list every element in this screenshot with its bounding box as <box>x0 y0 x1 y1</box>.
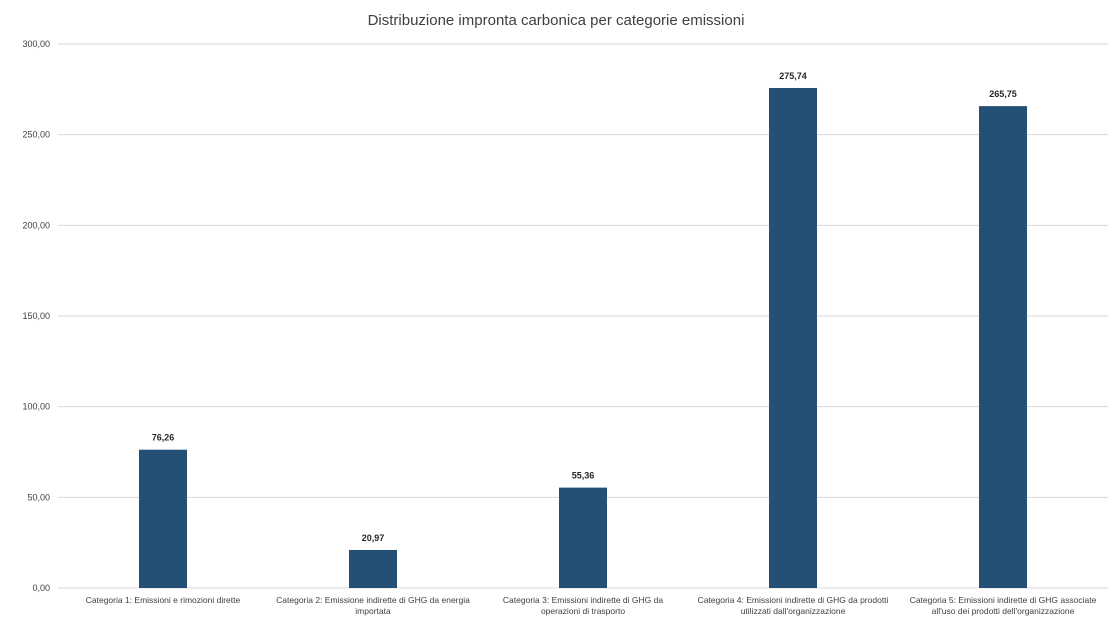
category-label: utilizzati dall'organizzazione <box>741 606 846 616</box>
bar <box>559 487 607 588</box>
bar <box>139 449 187 588</box>
category-label: Categoria 3: Emissioni indirette di GHG … <box>503 595 663 605</box>
bars <box>139 87 1027 589</box>
category-label: Categoria 2: Emissione indirette di GHG … <box>276 595 470 605</box>
category-label: operazioni di trasporto <box>541 606 625 616</box>
data-label: 275,74 <box>779 71 807 81</box>
y-tick-label: 50,00 <box>27 492 50 502</box>
y-tick-label: 0,00 <box>32 583 50 593</box>
category-label: Categoria 1: Emissioni e rimozioni diret… <box>86 595 241 605</box>
category-labels: Categoria 1: Emissioni e rimozioni diret… <box>86 595 1097 616</box>
y-axis-ticks: 0,00 50,00 100,00 150,00 200,00 250,00 300,00 <box>22 39 50 593</box>
data-label: 76,26 <box>152 433 175 443</box>
y-tick-label: 250,00 <box>22 130 50 140</box>
data-label: 20,97 <box>362 533 385 543</box>
data-label: 265,75 <box>989 89 1017 99</box>
category-label: Categoria 5: Emissioni indirette di GHG … <box>910 595 1097 605</box>
category-label: Categoria 4: Emissioni indirette di GHG … <box>698 595 889 605</box>
data-labels: 76,26 20,97 55,36 275,74 265,75 <box>152 71 1017 543</box>
y-tick-label: 300,00 <box>22 39 50 49</box>
bar <box>769 87 817 589</box>
y-tick-label: 150,00 <box>22 311 50 321</box>
chart-title: Distribuzione impronta carbonica per cat… <box>367 12 745 29</box>
bar <box>349 549 397 588</box>
category-label: all'uso dei prodotti dell'organizzazione <box>932 606 1075 616</box>
category-label: importata <box>355 606 391 616</box>
data-label: 55,36 <box>572 471 595 481</box>
y-tick-label: 200,00 <box>22 220 50 230</box>
bar <box>979 106 1027 589</box>
y-tick-label: 100,00 <box>22 402 50 412</box>
